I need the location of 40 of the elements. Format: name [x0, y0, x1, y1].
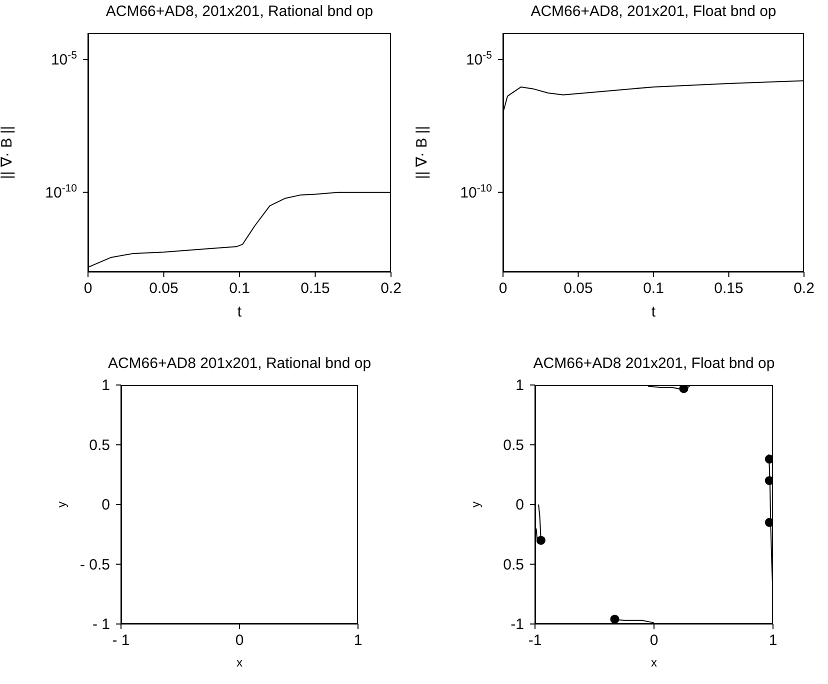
y-axis-title: || ∇· B || — [0, 126, 16, 180]
x-tick-label: - 1 — [112, 632, 130, 649]
x-tick-label: 0.2 — [380, 280, 402, 297]
x-axis-title: x — [651, 656, 657, 670]
y-axis-title: y — [54, 502, 68, 508]
x-tick-label: 0.2 — [794, 280, 814, 297]
y-tick-label: 0.5 — [89, 436, 110, 454]
y-tick-label: 0.5 — [503, 556, 524, 574]
x-tick-label: 0.1 — [643, 280, 664, 297]
x-tick-label: 0 — [235, 632, 244, 649]
chart-title: ACM66+AD8 201x201, Rational bnd op — [106, 355, 372, 372]
x-tick-label: 0.15 — [714, 280, 744, 297]
y-axis-title: || ∇· B || — [413, 126, 430, 180]
y-tick-label: 1 — [102, 377, 110, 394]
x-axis-title: t — [651, 304, 656, 321]
x-tick-label: 0.1 — [229, 280, 250, 297]
chart-title: ACM66+AD8 201x201, Float bnd op — [532, 355, 776, 372]
x-axis-title: x — [236, 656, 242, 670]
x-tick-label: 0 — [650, 632, 658, 649]
x-tick-label: 1 — [354, 632, 362, 649]
x-tick-label: 1 — [768, 632, 778, 649]
x-axis-title: t — [237, 304, 242, 321]
y-tick-label: 0.5 — [503, 436, 524, 454]
chart-title: ACM66+AD8, 201x201, Rational bnd op — [104, 3, 374, 20]
x-tick-label: 0.15 — [300, 280, 330, 297]
y-tick-label: 10$^{-10}$ — [45, 182, 78, 202]
y-tick-label: 0 — [516, 496, 524, 514]
y-axis-title: y — [468, 502, 482, 508]
y-tick-label: - 1 — [92, 616, 110, 633]
chart-title: ACM66+AD8, 201x201, Float bnd op — [530, 3, 778, 20]
x-tick-label: 0.05 — [149, 280, 178, 297]
x-tick-label: -1 — [528, 632, 542, 649]
y-tick-label: -1 — [510, 616, 524, 633]
y-tick-label: 10$^{-10}$ — [460, 182, 492, 202]
x-tick-label: 0.05 — [564, 280, 593, 297]
y-tick-label: 10$^{-5}$ — [50, 50, 78, 69]
y-tick-label: - 0.5 — [80, 556, 110, 574]
y-tick-label: 0 — [102, 496, 110, 514]
y-tick-label: 10$^{-5}$ — [466, 50, 492, 69]
y-tick-label: 1 — [516, 377, 524, 394]
